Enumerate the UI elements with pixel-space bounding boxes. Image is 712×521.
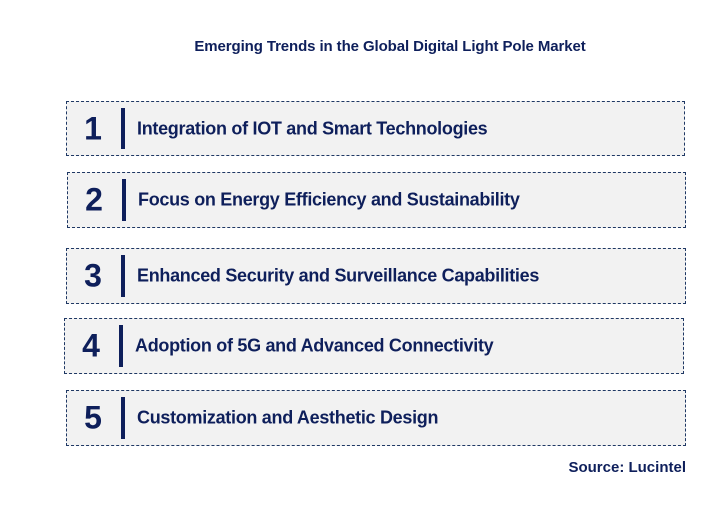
trend-number: 4: [82, 327, 100, 364]
trend-label: Adoption of 5G and Advanced Connectivity: [135, 335, 494, 356]
divider-bar: [121, 108, 125, 149]
divider-bar: [119, 325, 123, 367]
divider-bar: [121, 255, 125, 297]
divider-bar: [121, 397, 125, 439]
trend-number: 1: [84, 110, 102, 146]
divider-bar: [122, 179, 126, 221]
trend-item-1: 1 Integration of IOT and Smart Technolog…: [66, 101, 685, 156]
trend-number: 3: [84, 257, 102, 294]
trend-item-2: 2 Focus on Energy Efficiency and Sustain…: [67, 172, 686, 228]
trend-item-5: 5 Customization and Aesthetic Design: [66, 390, 686, 446]
trend-label: Customization and Aesthetic Design: [137, 407, 439, 428]
trend-item-4: 4 Adoption of 5G and Advanced Connectivi…: [64, 318, 684, 374]
trend-label: Focus on Energy Efficiency and Sustainab…: [138, 189, 520, 210]
trend-label: Integration of IOT and Smart Technologie…: [137, 118, 488, 138]
diagram-title: Emerging Trends in the Global Digital Li…: [194, 38, 586, 55]
source-label: Source: Lucintel: [568, 459, 686, 476]
trend-item-3: 3 Enhanced Security and Surveillance Cap…: [66, 248, 686, 304]
trend-number: 5: [84, 399, 102, 436]
trend-number: 2: [85, 181, 103, 218]
trend-label: Enhanced Security and Surveillance Capab…: [137, 265, 540, 286]
